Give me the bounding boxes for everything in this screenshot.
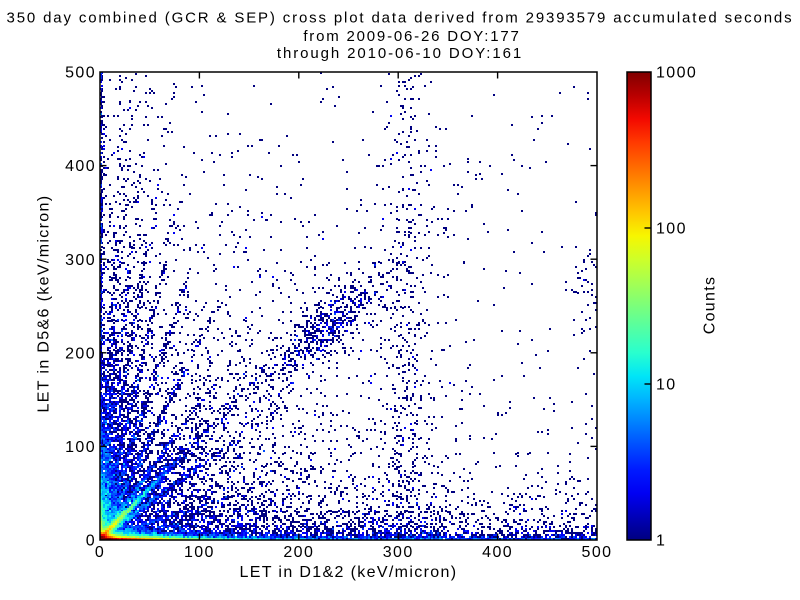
- svg-text:Counts: Counts: [702, 276, 719, 335]
- svg-text:300: 300: [383, 544, 414, 561]
- svg-text:1000: 1000: [656, 65, 697, 82]
- svg-text:LET in D5&6 (keV/micron): LET in D5&6 (keV/micron): [36, 195, 53, 413]
- svg-text:200: 200: [65, 345, 96, 362]
- svg-text:200: 200: [283, 544, 314, 561]
- svg-text:from 2009-06-26 DOY:177: from 2009-06-26 DOY:177: [303, 28, 520, 45]
- svg-text:100: 100: [65, 439, 96, 456]
- svg-text:through 2010-06-10 DOY:161: through 2010-06-10 DOY:161: [277, 45, 523, 62]
- svg-text:300: 300: [65, 252, 96, 269]
- svg-text:0: 0: [95, 544, 105, 561]
- svg-text:500: 500: [65, 65, 96, 82]
- svg-text:350 day combined (GCR & SEP) c: 350 day combined (GCR & SEP) cross plot …: [7, 10, 794, 27]
- svg-text:500: 500: [582, 544, 613, 561]
- svg-text:1: 1: [656, 533, 666, 550]
- svg-text:400: 400: [482, 544, 513, 561]
- svg-text:LET in D1&2 (keV/micron): LET in D1&2 (keV/micron): [240, 564, 458, 581]
- svg-text:10: 10: [656, 377, 677, 394]
- svg-text:100: 100: [656, 221, 687, 238]
- svg-text:0: 0: [86, 533, 96, 550]
- svg-text:100: 100: [184, 544, 215, 561]
- svg-text:400: 400: [65, 158, 96, 175]
